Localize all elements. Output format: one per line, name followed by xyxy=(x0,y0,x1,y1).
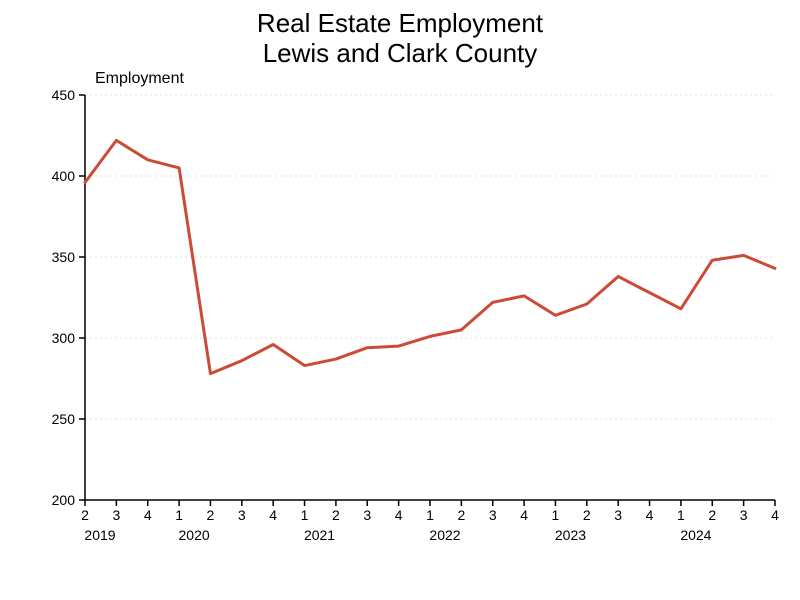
x-quarter-label: 3 xyxy=(489,507,497,523)
y-tick-label: 400 xyxy=(52,168,76,184)
x-quarter-label: 3 xyxy=(614,507,622,523)
x-quarter-label: 1 xyxy=(552,507,560,523)
x-quarter-label: 2 xyxy=(81,507,89,523)
x-quarter-label: 1 xyxy=(175,507,183,523)
y-tick-label: 200 xyxy=(52,492,76,508)
x-quarter-label: 1 xyxy=(426,507,434,523)
x-quarter-label: 2 xyxy=(207,507,215,523)
y-tick-label: 450 xyxy=(52,87,76,103)
x-year-label: 2023 xyxy=(555,527,586,543)
x-quarter-label: 1 xyxy=(677,507,685,523)
x-year-label: 2024 xyxy=(680,527,711,543)
x-year-label: 2022 xyxy=(429,527,460,543)
x-quarter-label: 3 xyxy=(740,507,748,523)
x-quarter-label: 3 xyxy=(363,507,371,523)
x-quarter-label: 3 xyxy=(238,507,246,523)
x-quarter-label: 4 xyxy=(144,507,152,523)
y-tick-label: 350 xyxy=(52,249,76,265)
x-quarter-label: 4 xyxy=(646,507,654,523)
x-quarter-label: 2 xyxy=(332,507,340,523)
x-quarter-label: 4 xyxy=(395,507,403,523)
x-quarter-label: 2 xyxy=(457,507,465,523)
x-quarter-label: 2 xyxy=(583,507,591,523)
chart-container: Real Estate Employment Lewis and Clark C… xyxy=(0,0,800,600)
x-quarter-label: 1 xyxy=(301,507,309,523)
x-quarter-label: 2 xyxy=(708,507,716,523)
x-year-label: 2020 xyxy=(179,527,210,543)
x-year-label: 2019 xyxy=(84,527,115,543)
chart-svg: 200 250 300 350 400 450 2 3 4 1 2 3 4 1 2 3 4 1 2 3 4 1 2 3 4 1 2 3… xyxy=(0,0,800,600)
y-tick-label: 300 xyxy=(52,330,76,346)
x-quarter-label: 4 xyxy=(520,507,528,523)
x-quarter-label: 4 xyxy=(269,507,277,523)
y-tick-label: 250 xyxy=(52,411,76,427)
x-quarter-label: 4 xyxy=(771,507,779,523)
x-year-label: 2021 xyxy=(304,527,335,543)
x-quarter-label: 3 xyxy=(112,507,120,523)
